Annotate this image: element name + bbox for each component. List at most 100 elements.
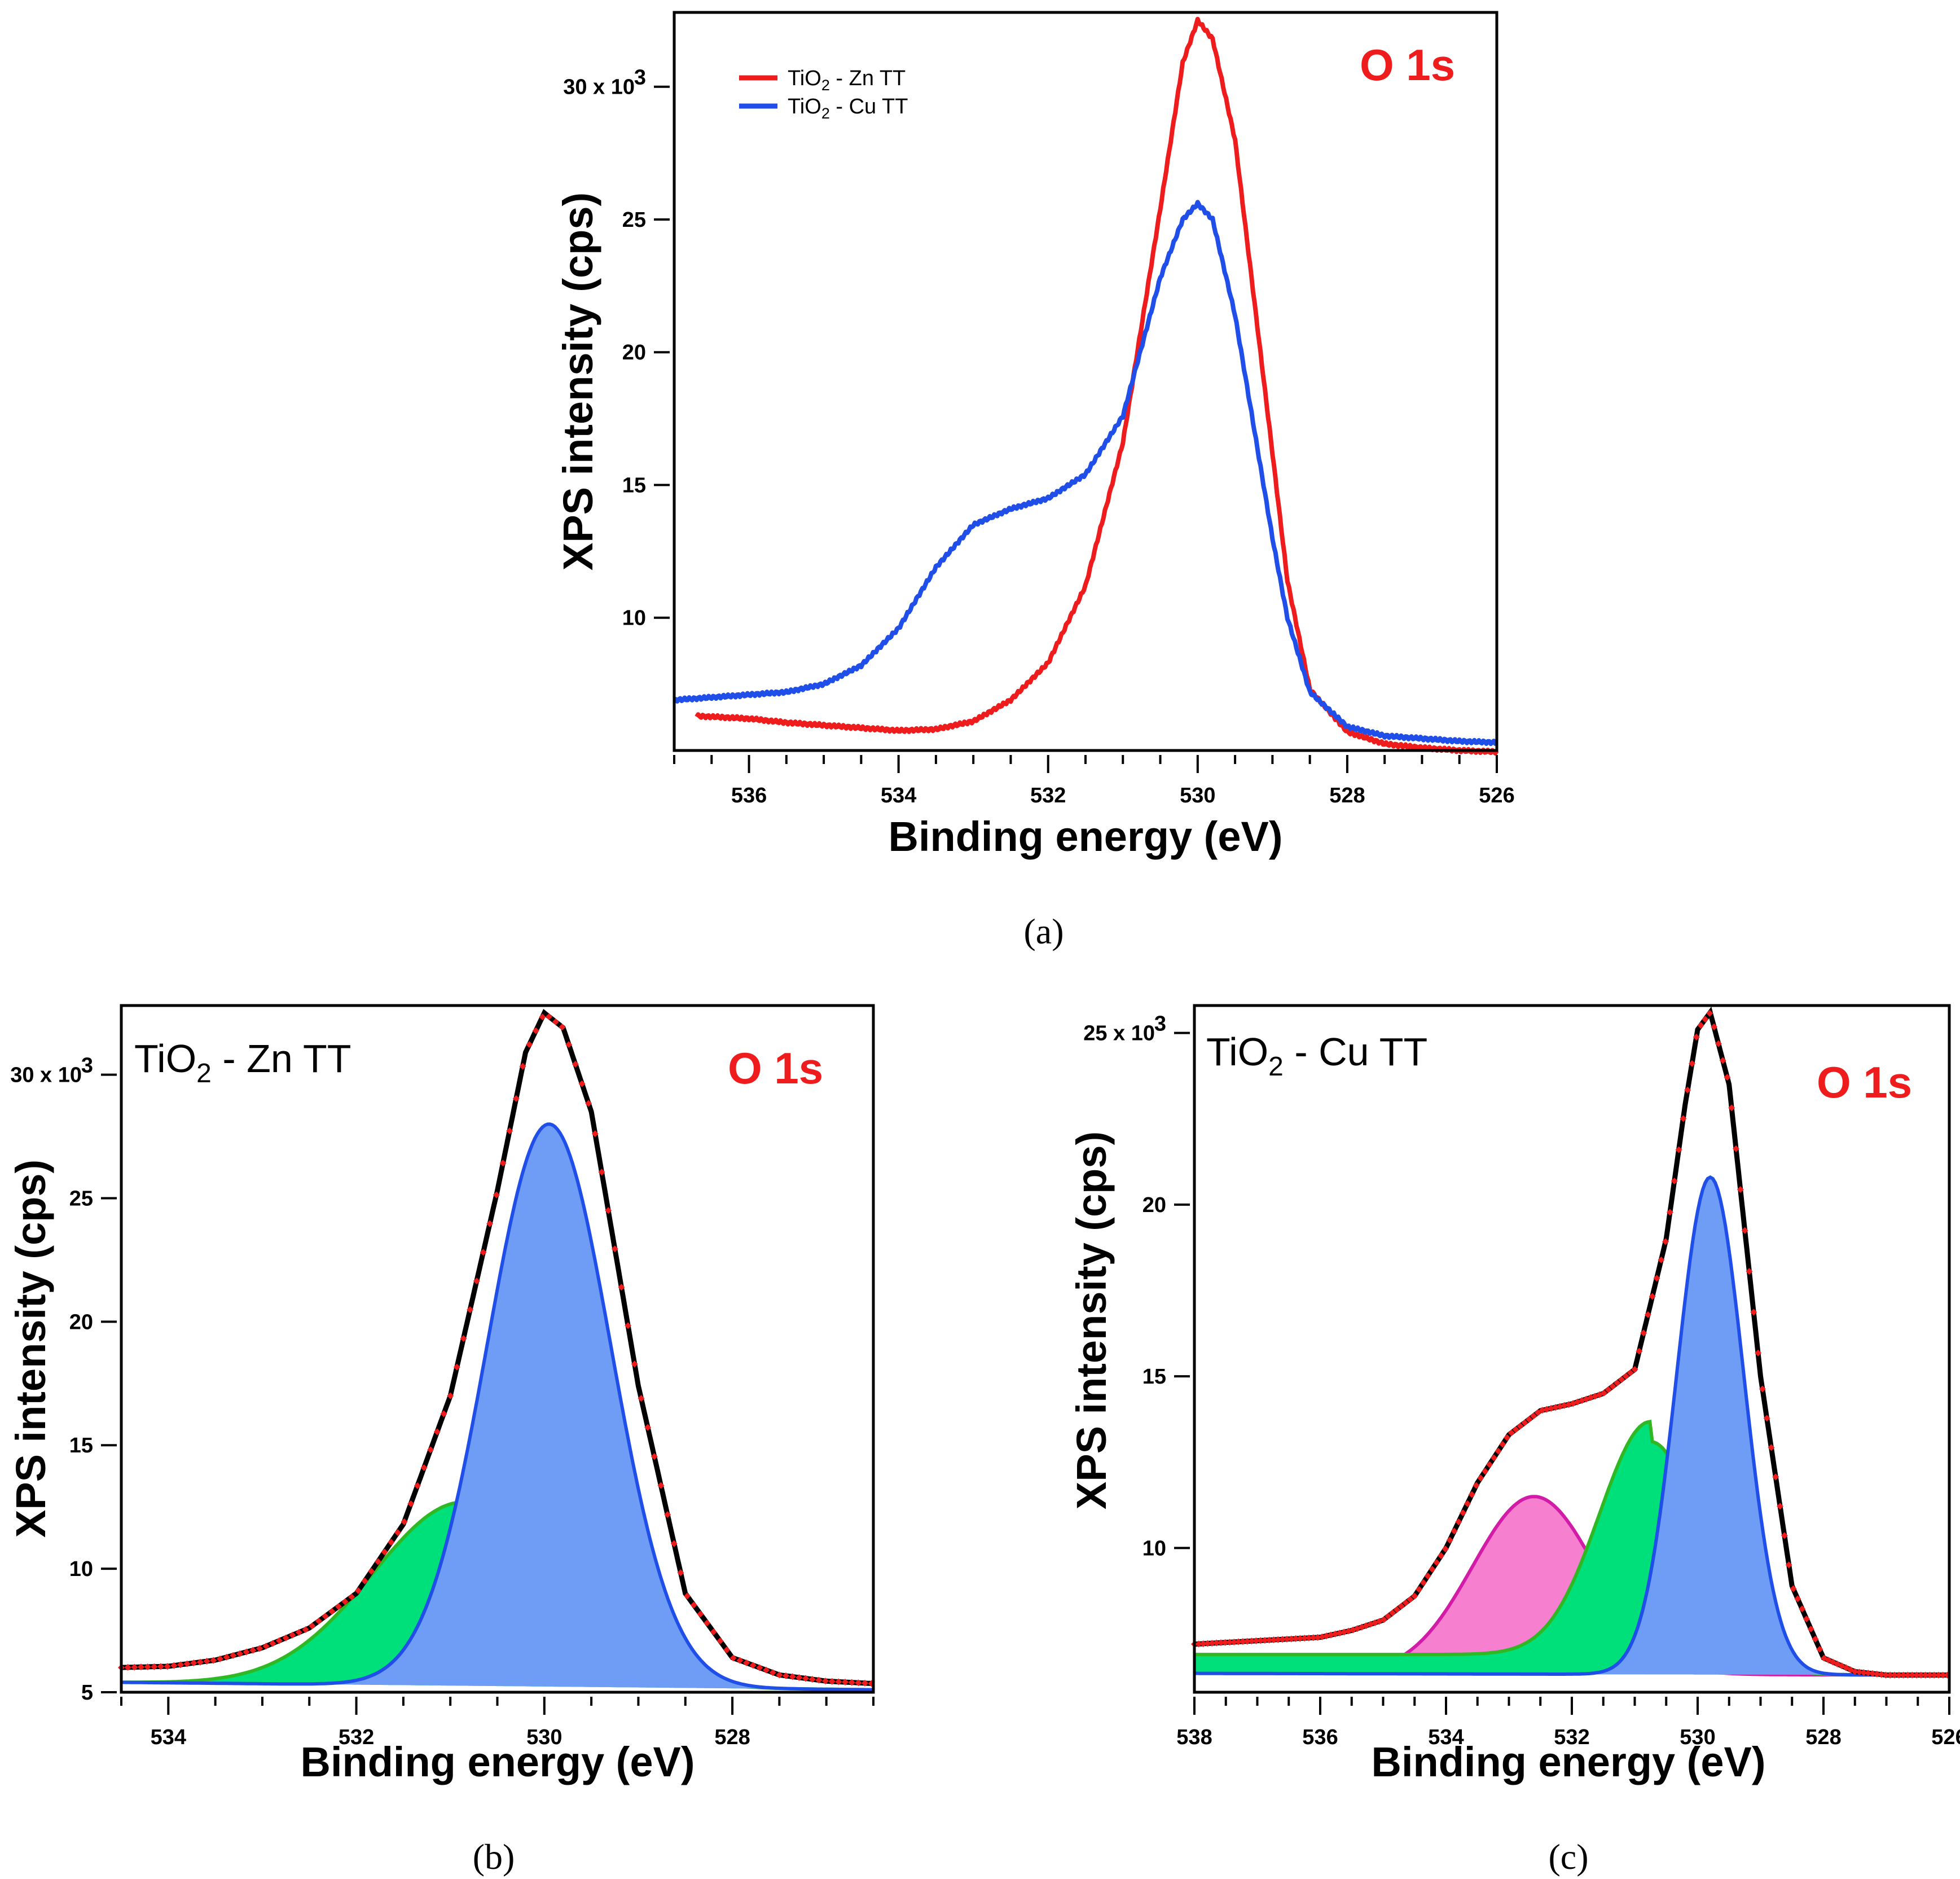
panel-a-ytick-label: 30 x 10 [563, 76, 635, 99]
panel-c-data-point [1265, 1636, 1273, 1644]
panel-c-blue-component-line [1194, 1175, 1949, 1677]
panel-c-data-point [1257, 1637, 1264, 1644]
panel-c-data-point [1812, 1635, 1819, 1643]
panel-c-data-point [1631, 1366, 1638, 1373]
panel-b-data-point [644, 1424, 652, 1431]
panel-c-data-point [1261, 1636, 1268, 1644]
panel-c-data-point [1279, 1636, 1286, 1643]
panel-b-xtick-label: 534 [151, 1726, 186, 1749]
panel-c-data-point [1213, 1639, 1220, 1647]
panel-c-data-point [1935, 1671, 1943, 1679]
panel-a-legend: TiO2 - Zn TT TiO2 - Cu TT [739, 67, 908, 122]
panel-c-data-point [1895, 1671, 1902, 1679]
panel-c-data-point [1416, 1586, 1423, 1593]
panel-c-data-point [1309, 1634, 1317, 1641]
panel-b-data-point [848, 1679, 855, 1686]
panel-b-data-point [309, 1622, 316, 1630]
panel-c-data-point [1737, 1186, 1744, 1193]
panel-c-data-point [1662, 1238, 1669, 1245]
panel-a-ylabel: XPS intensity (cps) [555, 192, 601, 570]
panel-c-data-point [1878, 1671, 1885, 1678]
panel-c-data-point [1649, 1293, 1656, 1300]
panel-b-data-point [210, 1657, 217, 1664]
panel-c-data-point [1499, 1441, 1506, 1448]
panel-b-data-point [177, 1661, 184, 1669]
panel-c-data-point [1508, 1429, 1515, 1437]
panel-b-frame [120, 1004, 875, 1694]
panel-c-data-point [1389, 1609, 1396, 1617]
panel-c-data-point [1913, 1671, 1921, 1679]
panel-c-data-point [1618, 1376, 1625, 1383]
panel-b-data-point [743, 1659, 750, 1666]
panel-b-data-point [388, 1539, 395, 1546]
panel-a-xtick-label: 530 [1180, 784, 1215, 807]
panel-c-xtick-label: 532 [1554, 1726, 1589, 1749]
panel-b-data-point [605, 1207, 612, 1214]
panel-b-ytick-exponent: 3 [81, 1054, 93, 1078]
panel-b-data-point [776, 1671, 783, 1679]
panel-c-data-point [1543, 1406, 1550, 1413]
panel-c-data-point [1429, 1565, 1436, 1573]
panel-c-data-point [1702, 1016, 1709, 1023]
panel-b-data-point [183, 1660, 191, 1667]
panel-c-data-point [1526, 1416, 1533, 1423]
panel-c-data-point [1768, 1444, 1775, 1451]
panel-b-ticks: 534 532 530 528 5 10 15 20 25 30 x 103 [10, 1054, 874, 1749]
panel-b-data-point [196, 1658, 204, 1666]
panel-b-data-point [670, 1540, 678, 1547]
panel-c-data-point [1724, 1074, 1731, 1081]
panel-b-ytick-label: 25 [69, 1187, 93, 1210]
panel-b-data-point [216, 1655, 223, 1662]
panel-c-ticks: 538 536 534 532 530 528 526 10 15 20 25 x 103 [1083, 1012, 1960, 1749]
panel-a-series-zn [695, 16, 1499, 756]
panel-b-data-point [565, 1041, 573, 1048]
panel-b-data-point [506, 1127, 513, 1135]
panel-c-data-point [1446, 1536, 1453, 1544]
panel-c-data-point [1521, 1419, 1528, 1426]
panel-b-data-point [315, 1617, 322, 1625]
panel-c-data-point [1319, 1633, 1326, 1640]
panel-c-data-point [1609, 1382, 1616, 1390]
panel-c-data-point [1248, 1637, 1255, 1645]
panel-c-xtick-label: 530 [1680, 1726, 1715, 1749]
panel-b-data-point [262, 1643, 270, 1650]
panel-c-data-point [1741, 1227, 1748, 1234]
panel-c-data-point [1697, 1021, 1704, 1029]
panel-c-xtick-label: 534 [1428, 1726, 1464, 1749]
panel-c-data-point [1561, 1402, 1568, 1409]
panel-c-data-point [1733, 1145, 1740, 1152]
panel-b-blue-component-line [121, 1122, 873, 1692]
panel-c-data-point [1556, 1403, 1563, 1410]
legend-label-cu: TiO2 - Cu TT [788, 95, 908, 122]
panel-c-data-point [1755, 1349, 1762, 1356]
panel-c-ytick-label: 20 [1142, 1193, 1166, 1217]
panel-c-data-point [1873, 1670, 1880, 1678]
panel-a-xlabel: Binding energy (eV) [889, 813, 1283, 860]
panel-c-data-point [1909, 1671, 1916, 1679]
panel-b-data-point [598, 1169, 605, 1176]
panel-c-blue-component-fill [1194, 1177, 1949, 1675]
panel-c-data-point [1605, 1386, 1612, 1393]
panel-b-data-point [783, 1672, 790, 1679]
panel-b-data-point [368, 1568, 375, 1575]
panel-b-data-point [723, 1647, 731, 1654]
panel-b-data-point [440, 1410, 447, 1417]
panel-c-annotation: O 1s [1817, 1057, 1912, 1107]
panel-b-data-point [585, 1100, 592, 1107]
panel-c-data-point [1627, 1369, 1634, 1376]
panel-b-data-point [480, 1249, 487, 1256]
panel-c-data-point [1746, 1267, 1753, 1275]
panel-c-data-point [1807, 1626, 1814, 1633]
panel-b-data-point [749, 1662, 757, 1669]
panel-c-data-point [1658, 1256, 1665, 1263]
panel-b-xtick-label: 528 [714, 1726, 750, 1749]
panel-c-data-point [1231, 1638, 1238, 1645]
panel-b-data-point [473, 1277, 480, 1285]
panel-c-data-point [1614, 1379, 1621, 1386]
panel-b-data-point [802, 1675, 810, 1682]
panel-c-caption: (c) [1548, 1837, 1588, 1877]
panel-c-data-point [1411, 1592, 1418, 1600]
panel-a-xtick-label: 536 [731, 784, 767, 807]
panel-c-ytick-label: 25 x 10 [1083, 1022, 1155, 1046]
